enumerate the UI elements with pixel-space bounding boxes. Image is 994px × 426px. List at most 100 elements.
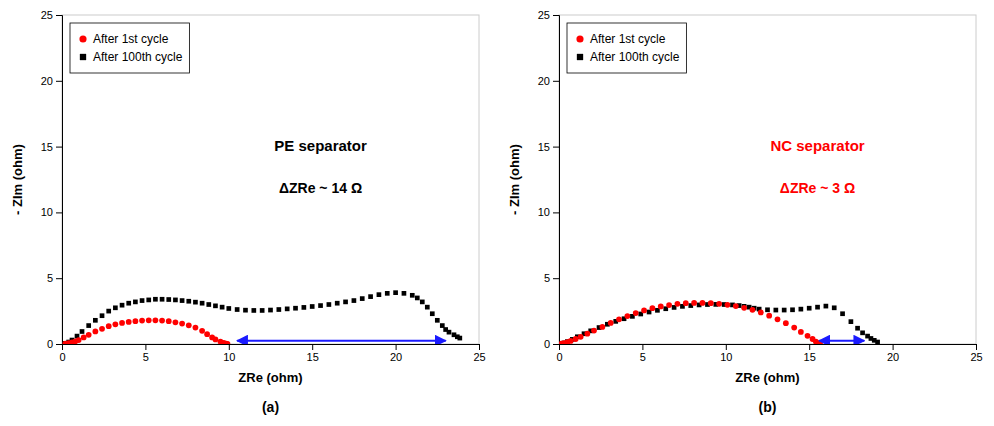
- legend-frame: [567, 23, 686, 73]
- point: [385, 291, 390, 296]
- point: [133, 318, 139, 324]
- point: [402, 291, 407, 296]
- x-tick: 0: [556, 344, 562, 363]
- point: [377, 292, 382, 297]
- point: [106, 323, 112, 329]
- x-tick-label: 25: [473, 351, 485, 363]
- point: [716, 301, 722, 307]
- y-tick: 15: [41, 141, 62, 153]
- y-tick: 5: [47, 272, 62, 284]
- point: [766, 313, 772, 319]
- point: [435, 318, 440, 323]
- point: [126, 319, 132, 325]
- point: [783, 320, 789, 326]
- x-tick: 5: [640, 344, 646, 363]
- point: [139, 318, 145, 324]
- point: [76, 337, 82, 343]
- point: [153, 297, 158, 302]
- x-tick-label: 10: [223, 351, 235, 363]
- point: [166, 318, 172, 324]
- legend-item: After 1st cycle: [79, 32, 168, 46]
- point: [840, 311, 845, 316]
- point: [807, 306, 812, 311]
- point: [106, 309, 111, 314]
- y-tick-label: 20: [538, 75, 550, 87]
- point: [775, 316, 781, 322]
- y-axis: 0510152025: [538, 9, 560, 350]
- y-tick-mark: [56, 278, 62, 279]
- point: [616, 316, 622, 322]
- point: [220, 305, 225, 310]
- y-tick-label: 20: [41, 75, 53, 87]
- panel: 05101520250510152025ZRe (ohm)- ZIm (ohm)…: [10, 9, 486, 415]
- plot-frame: [559, 15, 976, 344]
- figure: 05101520250510152025ZRe (ohm)- ZIm (ohm)…: [0, 0, 994, 426]
- point: [430, 311, 435, 316]
- point: [81, 335, 87, 341]
- y-tick-label: 0: [544, 338, 550, 350]
- y-tick-label: 5: [544, 272, 550, 284]
- plot-frame: [62, 15, 479, 344]
- point: [225, 341, 231, 344]
- y-axis: 0510152025: [41, 9, 63, 350]
- y-tick-label: 15: [538, 141, 550, 153]
- annotation: PE separator: [274, 137, 367, 154]
- point: [658, 304, 664, 310]
- point: [166, 297, 171, 302]
- annotation: ΔZRe ~ 14 Ω: [279, 180, 362, 196]
- point: [591, 328, 597, 334]
- point: [235, 307, 240, 312]
- point: [199, 328, 205, 334]
- point: [352, 298, 357, 303]
- y-tick-mark: [553, 344, 559, 345]
- y-tick-label: 15: [41, 141, 53, 153]
- point: [368, 294, 373, 299]
- y-tick-mark: [553, 147, 559, 148]
- point: [650, 305, 656, 311]
- point: [758, 310, 764, 316]
- point: [126, 301, 131, 306]
- point: [251, 308, 256, 313]
- x-tick-mark: [642, 344, 643, 350]
- x-tick-label: 5: [640, 351, 646, 363]
- point: [160, 297, 165, 302]
- y-axis-line: [553, 16, 560, 345]
- point: [119, 320, 125, 326]
- point: [750, 307, 756, 313]
- y-tick-label: 25: [41, 9, 53, 21]
- point: [260, 308, 265, 313]
- x-tick: 20: [887, 344, 899, 363]
- y-tick-mark: [553, 212, 559, 213]
- point: [683, 300, 689, 306]
- point: [799, 307, 804, 312]
- y-axis-line: [56, 16, 63, 345]
- point: [573, 336, 579, 342]
- legend-item: After 100th cycle: [80, 50, 183, 64]
- legend-label: After 1st cycle: [93, 32, 169, 46]
- x-tick-mark: [145, 344, 146, 350]
- point: [733, 303, 739, 309]
- point: [410, 293, 415, 298]
- point: [153, 317, 159, 323]
- point: [173, 319, 179, 325]
- y-tick-label: 5: [47, 272, 53, 284]
- point: [641, 308, 647, 314]
- point: [112, 321, 118, 327]
- x-tick: 10: [223, 344, 235, 363]
- series: [63, 290, 462, 344]
- point: [180, 298, 185, 303]
- point: [633, 310, 639, 316]
- x-tick: 0: [59, 344, 65, 363]
- point: [173, 298, 178, 303]
- point: [80, 329, 85, 334]
- x-tick-label: 5: [143, 351, 149, 363]
- x-axis: 0510152025: [59, 344, 485, 363]
- y-tick-mark: [553, 278, 559, 279]
- x-tick: 5: [143, 344, 149, 363]
- legend-item: After 1st cycle: [576, 32, 665, 46]
- point: [393, 290, 398, 295]
- annotation: ΔZRe ~ 3 Ω: [780, 180, 855, 196]
- y-tick: 25: [41, 9, 62, 21]
- legend-marker: [577, 54, 583, 60]
- point: [86, 332, 92, 338]
